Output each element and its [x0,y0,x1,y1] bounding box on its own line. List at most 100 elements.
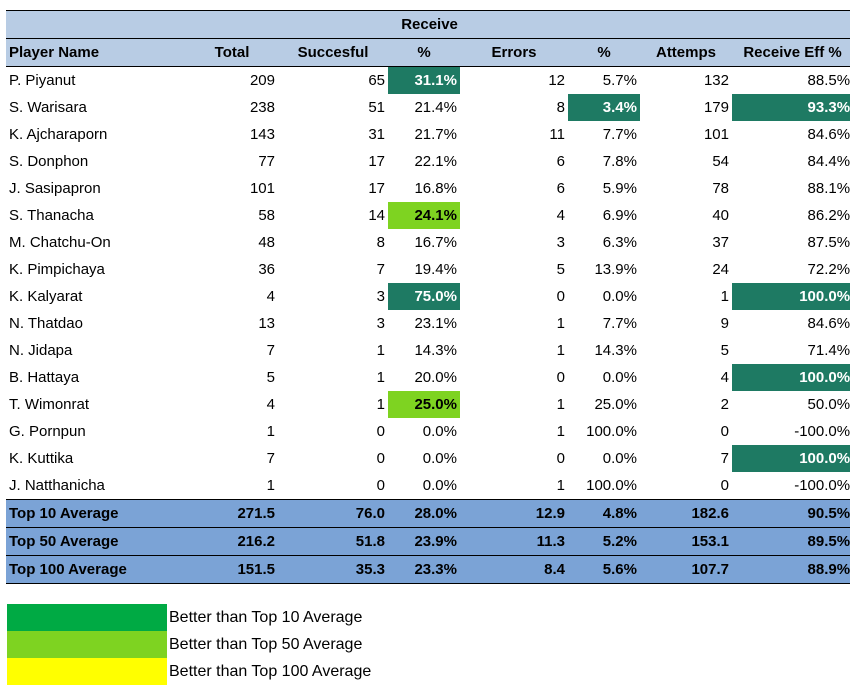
attempts-cell[interactable]: 153.1 [640,527,732,556]
errors-cell[interactable]: 12.9 [460,499,568,528]
errors-cell[interactable]: 1 [556,315,565,332]
receive-eff-cell[interactable]: 86.2% [807,207,850,224]
player-name-cell[interactable]: B. Hattaya [9,369,80,386]
successful-cell[interactable]: 7 [376,261,385,278]
receive-eff-cell[interactable]: 100.0% [732,283,850,310]
receive-eff-cell[interactable]: 93.3% [732,94,850,121]
errors-cell[interactable]: 8.4 [460,555,568,584]
player-name-cell[interactable]: P. Piyanut [9,72,76,89]
attempts-cell[interactable]: 101 [703,126,729,143]
header-player-name[interactable]: Player Name [6,38,186,67]
attempts-cell[interactable]: 7 [720,450,729,467]
errors-cell[interactable]: 1 [556,396,565,413]
successful-cell[interactable]: 31 [368,126,385,143]
total-cell[interactable]: 13 [258,315,275,332]
errors-pct-cell[interactable]: 14.3% [594,342,637,359]
total-cell[interactable]: 58 [258,207,275,224]
total-cell[interactable]: 216.2 [186,527,278,556]
header-successful[interactable]: Succesful [278,38,388,67]
successful-cell[interactable]: 0 [376,477,385,494]
total-cell[interactable]: 77 [258,153,275,170]
player-name-cell[interactable]: K. Pimpichaya [9,261,105,278]
attempts-cell[interactable]: 1 [720,288,729,305]
successful-cell[interactable]: 0 [376,423,385,440]
total-cell[interactable]: 48 [258,234,275,251]
player-name-cell[interactable]: S. Thanacha [9,207,94,224]
player-name-cell[interactable]: J. Natthanicha [9,477,105,494]
header-total[interactable]: Total [186,38,278,67]
header-attempts[interactable]: Attemps [640,38,732,67]
errors-cell[interactable]: 3 [556,234,565,251]
errors-pct-cell[interactable]: 5.6% [568,555,640,584]
player-name-cell[interactable]: N. Jidapa [9,342,73,359]
errors-pct-cell[interactable]: 3.4% [568,94,640,121]
total-cell[interactable]: 7 [266,450,275,467]
attempts-cell[interactable]: 182.6 [640,499,732,528]
successful-cell[interactable]: 17 [368,180,385,197]
errors-pct-cell[interactable]: 0.0% [602,450,637,467]
attempts-cell[interactable]: 2 [720,396,729,413]
attempts-cell[interactable]: 4 [720,369,729,386]
errors-cell[interactable]: 0 [556,369,565,386]
successful-cell[interactable]: 17 [368,153,385,170]
receive-eff-cell[interactable]: -100.0% [794,423,850,440]
successful-pct-cell[interactable]: 0.0% [422,423,457,440]
errors-pct-cell[interactable]: 6.3% [602,234,637,251]
receive-eff-cell[interactable]: 88.5% [807,72,850,89]
receive-eff-cell[interactable]: 71.4% [807,342,850,359]
errors-pct-cell[interactable]: 7.8% [602,153,637,170]
player-name-cell[interactable]: K. Kuttika [9,450,74,467]
attempts-cell[interactable]: 78 [712,180,729,197]
receive-eff-cell[interactable]: -100.0% [794,477,850,494]
header-errors-pct[interactable]: % [568,38,640,67]
total-cell[interactable]: 4 [266,396,275,413]
attempts-cell[interactable]: 0 [720,477,729,494]
successful-pct-cell[interactable]: 22.1% [414,153,457,170]
player-name-cell[interactable]: Top 50 Average [6,527,186,556]
receive-eff-cell[interactable]: 100.0% [732,364,850,391]
errors-cell[interactable]: 6 [556,153,565,170]
total-cell[interactable]: 4 [266,288,275,305]
player-name-cell[interactable]: G. Pornpun [9,423,86,440]
successful-pct-cell[interactable]: 16.8% [414,180,457,197]
player-name-cell[interactable]: J. Sasipapron [9,180,101,197]
receive-eff-cell[interactable]: 87.5% [807,234,850,251]
errors-pct-cell[interactable]: 5.7% [602,72,637,89]
receive-eff-cell[interactable]: 100.0% [732,445,850,472]
player-name-cell[interactable]: Top 10 Average [6,499,186,528]
successful-cell[interactable]: 0 [376,450,385,467]
successful-cell[interactable]: 51 [368,99,385,116]
receive-eff-cell[interactable]: 84.4% [807,153,850,170]
player-name-cell[interactable]: N. Thatdao [9,315,83,332]
total-cell[interactable]: 1 [266,423,275,440]
player-name-cell[interactable]: S. Donphon [9,153,89,170]
errors-pct-cell[interactable]: 0.0% [602,288,637,305]
successful-cell[interactable]: 65 [368,72,385,89]
successful-pct-cell[interactable]: 14.3% [414,342,457,359]
receive-eff-cell[interactable]: 84.6% [807,126,850,143]
successful-cell[interactable]: 35.3 [278,555,388,584]
total-cell[interactable]: 143 [249,126,275,143]
attempts-cell[interactable]: 54 [712,153,729,170]
errors-cell[interactable]: 4 [556,207,565,224]
receive-eff-cell[interactable]: 88.1% [807,180,850,197]
errors-cell[interactable]: 5 [556,261,565,278]
attempts-cell[interactable]: 37 [712,234,729,251]
successful-cell[interactable]: 8 [376,234,385,251]
errors-pct-cell[interactable]: 4.8% [568,499,640,528]
header-successful-pct[interactable]: % [388,38,460,67]
total-cell[interactable]: 7 [266,342,275,359]
successful-cell[interactable]: 1 [376,342,385,359]
successful-pct-cell[interactable]: 0.0% [422,477,457,494]
total-cell[interactable]: 271.5 [186,499,278,528]
successful-cell[interactable]: 3 [376,288,385,305]
errors-pct-cell[interactable]: 5.9% [602,180,637,197]
total-cell[interactable]: 101 [249,180,275,197]
player-name-cell[interactable]: S. Warisara [9,99,87,116]
errors-cell[interactable]: 11.3 [460,527,568,556]
errors-cell[interactable]: 12 [548,72,565,89]
errors-pct-cell[interactable]: 100.0% [586,477,637,494]
receive-eff-cell[interactable]: 72.2% [807,261,850,278]
player-name-cell[interactable]: M. Chatchu-On [9,234,111,251]
player-name-cell[interactable]: K. Kalyarat [9,288,83,305]
